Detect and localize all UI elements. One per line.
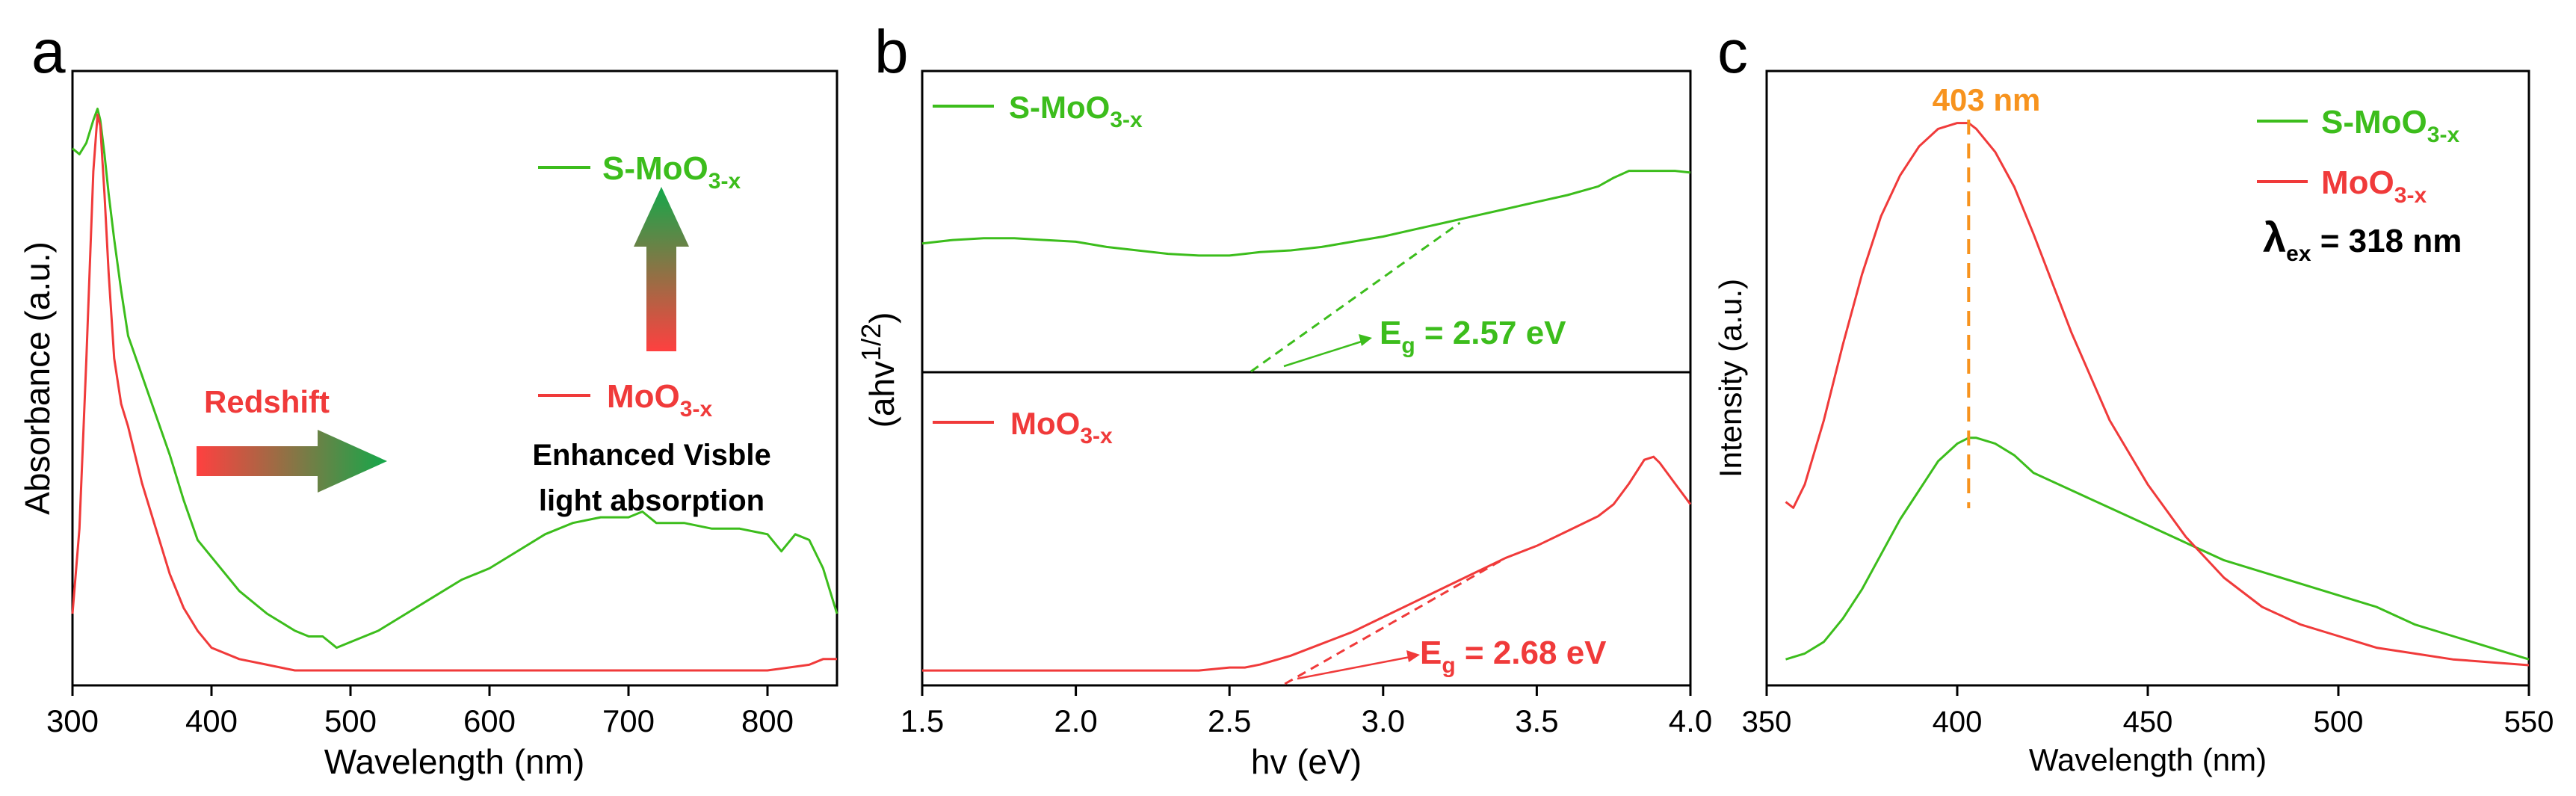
- panel-b-frame: [921, 70, 1692, 687]
- eg-arrow-bottom: [1297, 655, 1415, 680]
- eg-arrowhead-top-icon: [1359, 334, 1372, 346]
- panel-c-letter: c: [1717, 18, 1748, 86]
- panel-c-series-green: [1785, 436, 2530, 661]
- panel-a-x-tick-label: 600: [463, 703, 516, 738]
- eg-label-top: Eg = 2.57 eV: [1380, 315, 1566, 358]
- panel-a-series-red: [71, 113, 837, 672]
- eg-arrow-top: [1283, 339, 1367, 368]
- panel-b-x-label: hv (eV): [1251, 742, 1362, 781]
- panel-b-x-tick-label: 3.0: [1362, 703, 1405, 738]
- panel-c-x-tick-label: 550: [2504, 706, 2554, 738]
- panel-b-y-label: (ahv1/2): [856, 312, 901, 428]
- panel-a-curves: [71, 108, 838, 672]
- panel-c-legend-label-moo3x: MoO3-x: [2321, 164, 2427, 208]
- panel-b-x-tick-label: 1.5: [901, 703, 944, 738]
- panel-a: a 300 400 500 600 700 800 Wavelength (nm) Abs…: [18, 18, 838, 781]
- panel-c-y-label: Intensity (a.u.): [1713, 279, 1748, 478]
- panel-c-curves: [1785, 120, 2530, 667]
- panel-a-x-label: Wavelength (nm): [324, 742, 585, 781]
- eg-arrowhead-bottom-icon: [1406, 650, 1420, 662]
- panel-c-x-tick-label: 350: [1742, 706, 1792, 738]
- panel-a-x-tick-label: 300: [46, 703, 99, 738]
- peak-label: 403 nm: [1933, 82, 2041, 117]
- panel-b-x-tick-label: 2.5: [1208, 703, 1251, 738]
- panel-c-x-tick-label: 400: [1933, 706, 1983, 738]
- panel-b-x-tick-label: 4.0: [1669, 703, 1712, 738]
- panel-b-legend-label-smoo3x: S-MoO3-x: [1009, 90, 1143, 132]
- panel-c-frame: [1765, 70, 2530, 687]
- panel-a-series-green: [72, 108, 838, 650]
- enhanced-up-arrow-icon: [634, 187, 689, 351]
- panel-a-x-ticks: 300 400 500 600 700 800: [46, 685, 794, 738]
- eg-label-bottom: Eg = 2.68 eV: [1420, 635, 1607, 678]
- panel-b: b 1.5 2.0 2.5 3.0 3.5 4.0 hv (eV) (ahv1/2) S-…: [856, 18, 1712, 781]
- panel-b-x-tick-label: 2.0: [1054, 703, 1097, 738]
- panel-a-x-tick-label: 700: [602, 703, 655, 738]
- panel-c-series-red: [1785, 122, 2530, 667]
- panel-a-legend-label-moo3x: MoO3-x: [607, 378, 712, 422]
- panel-a-x-tick-label: 400: [185, 703, 238, 738]
- eg-tangent-top: [1250, 221, 1461, 373]
- panel-a-x-tick-label: 500: [324, 703, 377, 738]
- panel-a-y-label: Absorbance (a.u.): [18, 241, 57, 515]
- panel-b-letter: b: [874, 18, 909, 86]
- redshift-arrow-icon: [197, 430, 387, 493]
- panel-c-x-tick-label: 450: [2123, 706, 2173, 738]
- panel-b-series-red: [922, 455, 1692, 672]
- panel-a-frame: [71, 70, 838, 687]
- enhanced-label-line2: light absorption: [539, 484, 765, 517]
- redshift-label: Redshift: [204, 384, 330, 419]
- eg-tangent-bottom: [1284, 556, 1507, 685]
- panel-c-x-tick-label: 500: [2314, 706, 2364, 738]
- panel-a-x-tick-label: 800: [741, 703, 794, 738]
- panel-b-x-tick-label: 3.5: [1515, 703, 1558, 738]
- panel-b-x-ticks: 1.5 2.0 2.5 3.0 3.5 4.0: [901, 685, 1712, 738]
- panel-c-legend-label-smoo3x: S-MoO3-x: [2321, 104, 2459, 147]
- panel-a-letter: a: [31, 18, 66, 86]
- panel-b-series-green: [921, 170, 1691, 257]
- panel-b-curves: [921, 170, 1692, 685]
- enhanced-label-line1: Enhanced Visble: [532, 439, 770, 472]
- panel-a-legend-label-smoo3x: S-MoO3-x: [602, 150, 741, 194]
- panel-c-x-label: Wavelength (nm): [2029, 742, 2267, 777]
- panel-c-x-ticks: 350 400 450 500 550: [1742, 685, 2554, 738]
- panel-b-legend-label-moo3x: MoO3-x: [1010, 406, 1113, 448]
- excitation-label: λex = 318 nm: [2263, 214, 2462, 266]
- panel-c: c 350 400 450 500 550 Wavelength (nm) Intens…: [1713, 18, 2554, 777]
